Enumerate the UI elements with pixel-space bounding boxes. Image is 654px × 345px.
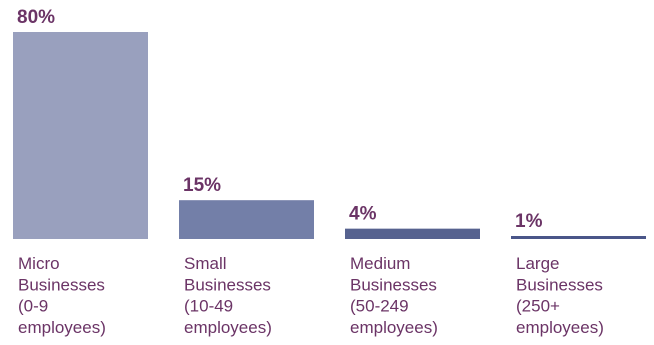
bar-3	[511, 236, 646, 239]
bar-1	[179, 200, 314, 239]
category-label-1-line-1: Businesses	[184, 275, 271, 294]
value-labels-group: 80% 15% 4% 1%	[17, 7, 543, 232]
category-label-0-line-0: Micro	[18, 254, 60, 273]
category-label-1-line-3: employees)	[184, 318, 272, 337]
category-label-3-line-1: Businesses	[516, 275, 603, 294]
category-label-1-line-2: (10-49	[184, 297, 233, 316]
category-label-2-line-2: (50-249	[350, 297, 409, 316]
category-label-0-line-1: Businesses	[18, 275, 105, 294]
category-label-1-line-0: Small	[184, 254, 227, 273]
bar-2	[345, 228, 480, 239]
bar-0	[13, 32, 148, 239]
category-label-2-line-1: Businesses	[350, 275, 437, 294]
category-labels-group: Micro Businesses (0-9 employees) Small Busine…	[18, 254, 604, 337]
category-label-3-line-0: Large	[516, 254, 559, 273]
category-label-3-line-2: (250+	[516, 297, 560, 316]
category-label-2-line-3: employees)	[350, 318, 438, 337]
value-label-3: 1%	[515, 211, 543, 232]
category-label-2-line-0: Medium	[350, 254, 410, 273]
category-label-3-line-3: employees)	[516, 318, 604, 337]
category-label-0-line-2: (0-9	[18, 297, 48, 316]
category-label-0-line-3: employees)	[18, 318, 106, 337]
value-label-0: 80%	[17, 7, 55, 28]
value-label-1: 15%	[183, 175, 221, 196]
value-label-2: 4%	[349, 204, 377, 225]
bars-group	[13, 32, 646, 239]
